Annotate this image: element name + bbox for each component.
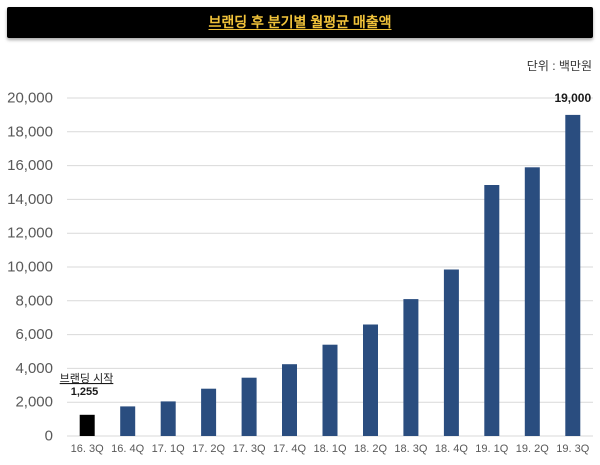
svg-text:16,000: 16,000 [7,157,53,174]
svg-text:14,000: 14,000 [7,191,53,208]
svg-text:브랜딩 시작: 브랜딩 시작 [60,372,114,385]
svg-text:18. 1Q: 18. 1Q [313,443,346,455]
svg-text:17. 4Q: 17. 4Q [273,443,306,455]
svg-text:17. 2Q: 17. 2Q [192,443,225,455]
svg-text:10,000: 10,000 [7,259,53,276]
svg-text:4,000: 4,000 [15,360,53,377]
svg-text:18. 3Q: 18. 3Q [394,443,427,455]
svg-text:17. 3Q: 17. 3Q [233,443,266,455]
svg-text:16. 4Q: 16. 4Q [111,443,144,455]
svg-text:16. 3Q: 16. 3Q [71,443,104,455]
svg-text:18,000: 18,000 [7,123,53,140]
svg-text:0: 0 [45,428,53,445]
svg-text:12,000: 12,000 [7,225,53,242]
svg-text:2,000: 2,000 [15,394,53,411]
svg-text:8,000: 8,000 [15,292,53,309]
svg-text:19. 3Q: 19. 3Q [556,443,589,455]
svg-text:18. 4Q: 18. 4Q [435,443,468,455]
svg-text:19. 1Q: 19. 1Q [475,443,508,455]
svg-text:19,000: 19,000 [554,91,591,105]
svg-text:1,255: 1,255 [71,386,99,398]
svg-text:6,000: 6,000 [15,326,53,343]
svg-text:20,000: 20,000 [7,90,53,107]
svg-text:19. 2Q: 19. 2Q [516,443,549,455]
svg-text:17. 1Q: 17. 1Q [152,443,185,455]
svg-text:18. 2Q: 18. 2Q [354,443,387,455]
